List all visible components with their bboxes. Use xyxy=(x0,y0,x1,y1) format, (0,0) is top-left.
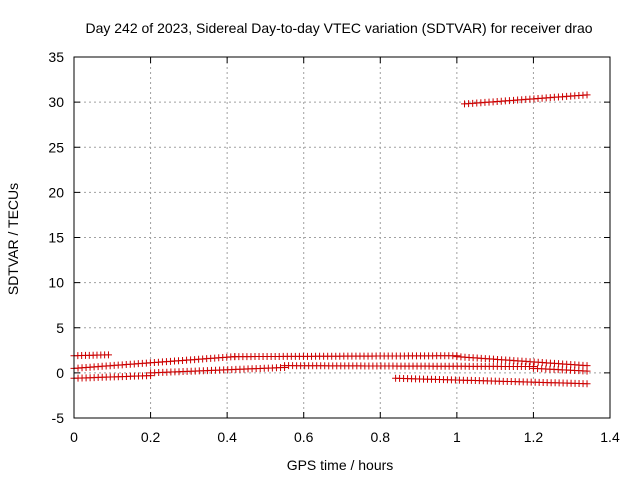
series-s4 xyxy=(453,353,591,370)
series-s9 xyxy=(392,374,591,388)
series-s3 xyxy=(231,352,461,361)
x-tick-label: 0 xyxy=(70,429,78,445)
x-tick-label: 1 xyxy=(453,429,461,445)
y-tick-label: 20 xyxy=(48,184,64,200)
x-tick-label: 1.4 xyxy=(600,429,620,445)
grid-lines xyxy=(74,57,610,418)
y-tick-labels: -5 0 5 10 15 20 25 30 35 xyxy=(48,49,64,426)
x-axis-title: GPS time / hours xyxy=(287,457,394,473)
data-point xyxy=(104,351,112,359)
y-tick-label: 10 xyxy=(48,275,64,291)
x-tick-label: 0.6 xyxy=(294,429,314,445)
axis-ticks xyxy=(73,56,611,419)
x-tick-labels: 0 0.2 0.4 0.6 0.8 1 1.2 1.4 xyxy=(70,429,620,445)
series-s6 xyxy=(147,363,289,377)
y-tick-label: 15 xyxy=(48,230,64,246)
series-s2 xyxy=(70,353,239,372)
y-axis-title: SDTVAR / TECUs xyxy=(5,183,21,295)
x-tick-label: 0.2 xyxy=(141,429,161,445)
series-s10 xyxy=(461,91,591,108)
y-tick-label: 30 xyxy=(48,94,64,110)
y-tick-label: 35 xyxy=(48,49,64,65)
series-s8 xyxy=(529,364,591,375)
series-s1 xyxy=(70,351,112,360)
x-tick-label: 0.4 xyxy=(217,429,237,445)
data-points xyxy=(70,91,591,388)
y-tick-label: 0 xyxy=(56,365,64,381)
series-s7 xyxy=(281,362,537,371)
y-tick-label: 5 xyxy=(56,320,64,336)
y-tick-label: -5 xyxy=(52,410,65,426)
x-tick-label: 0.8 xyxy=(371,429,391,445)
series-s5 xyxy=(70,372,155,382)
data-point xyxy=(583,380,591,388)
chart-title: Day 242 of 2023, Sidereal Day-to-day VTE… xyxy=(85,20,592,36)
y-tick-label: 25 xyxy=(48,139,64,155)
data-point xyxy=(583,367,591,375)
data-point xyxy=(583,91,591,99)
x-tick-label: 1.2 xyxy=(524,429,544,445)
